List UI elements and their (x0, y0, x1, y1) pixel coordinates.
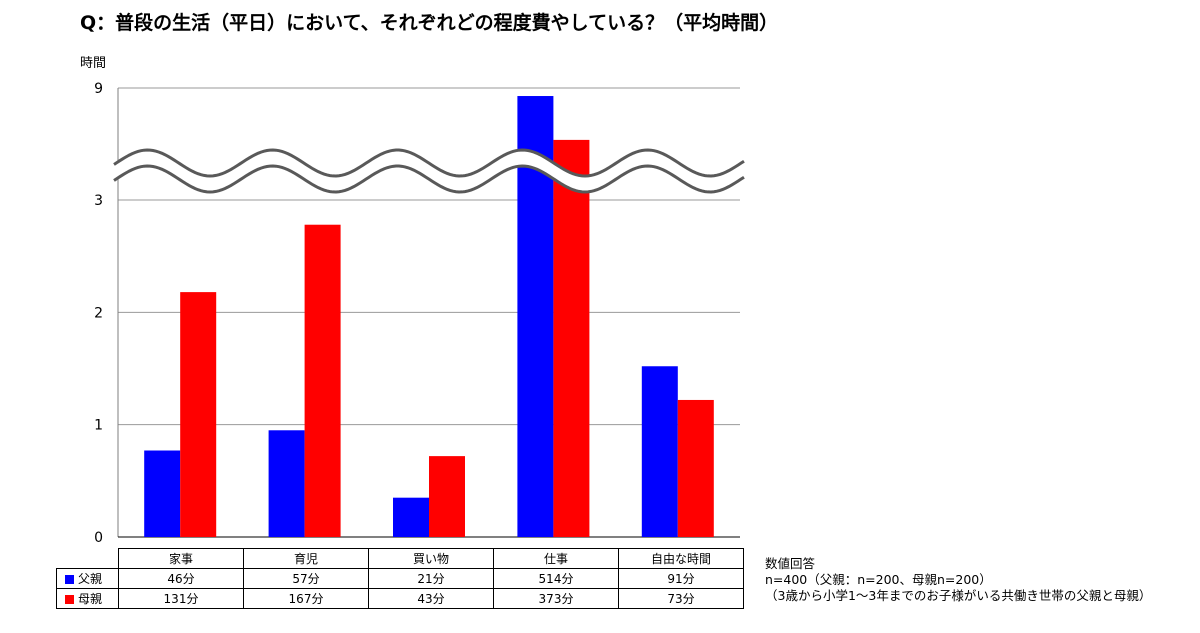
table-header-cell: 買い物 (368, 548, 494, 569)
bar-mother (553, 139, 590, 538)
data-table: 家事 育児 買い物 仕事 自由な時間 父親 46分 57分 21分 514分 9… (56, 548, 744, 609)
table-header-row: 家事 育児 買い物 仕事 自由な時間 (57, 548, 744, 569)
bar-mother (429, 456, 465, 537)
bar-father (144, 450, 181, 537)
legend-label: 母親 (78, 592, 103, 606)
notes-line: 数値回答 (765, 556, 816, 571)
legend-father: 父親 (56, 568, 119, 589)
chart-title: Q：普段の生活（平日）において、それぞれどの程度費やしている？（平均時間） (80, 12, 779, 34)
table-cell: 131分 (118, 588, 244, 609)
table-cell: 167分 (243, 588, 369, 609)
y-axis-label: 時間 (80, 56, 107, 71)
bar-father (268, 430, 305, 537)
axis-break-line-bottom (113, 164, 745, 194)
bar-mother (304, 224, 341, 538)
notes-line: （3歳から小学1～3年までのお子様がいる共働き世帯の父親と母親） (765, 588, 1152, 603)
legend-mother: 母親 (56, 588, 119, 609)
table-cell: 43分 (368, 588, 494, 609)
bar-mother (180, 292, 217, 537)
legend-swatch-mother (65, 595, 74, 604)
bar-layer (144, 96, 714, 538)
table-cell: 73分 (618, 588, 744, 609)
notes-line: n=400（父親：n=200、母親n=200） (765, 572, 992, 587)
table-header-cell: 家事 (118, 548, 244, 569)
axis-break-line-top (113, 148, 745, 178)
table-header-cell: 仕事 (493, 548, 619, 569)
table-header-cell: 育児 (243, 548, 369, 569)
table-corner (57, 549, 119, 569)
table-cell: 46分 (118, 568, 244, 589)
table-row: 父親 46分 57分 21分 514分 91分 (56, 568, 744, 589)
bar-father (641, 366, 678, 537)
y-tick-label: 9 (94, 81, 103, 97)
table-cell: 514分 (493, 568, 619, 589)
y-tick-label: 0 (94, 530, 103, 546)
table-cell: 57分 (243, 568, 369, 589)
y-tick-label: 2 (94, 305, 103, 321)
axis-break-band (114, 150, 744, 192)
table-row: 母親 131分 167分 43分 373分 73分 (56, 588, 744, 609)
table-cell: 91分 (618, 568, 744, 589)
table-cell: 21分 (368, 568, 494, 589)
tick-layer: 0 1 2 3 9 (94, 81, 103, 546)
table-header-cell: 自由な時間 (618, 548, 744, 569)
axis-break-layer (113, 148, 745, 194)
legend-swatch-father (65, 575, 74, 584)
bar-mother (677, 399, 714, 537)
bar-father (393, 497, 429, 537)
y-tick-label: 1 (94, 418, 103, 434)
survey-notes: 数値回答 n=400（父親：n=200、母親n=200） （3歳から小学1～3年… (765, 556, 1151, 604)
y-tick-label: 3 (94, 193, 103, 209)
legend-label: 父親 (78, 572, 103, 586)
table-cell: 373分 (493, 588, 619, 609)
